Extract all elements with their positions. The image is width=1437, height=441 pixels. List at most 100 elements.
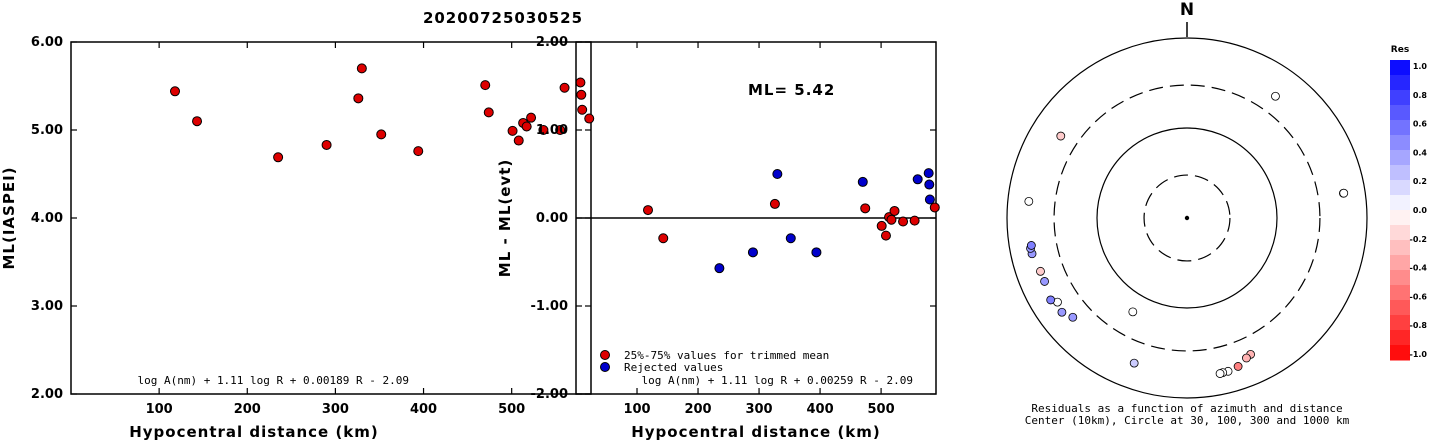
colorbar-block: [1390, 225, 1410, 241]
plot2-ytick-label: 2.00: [536, 35, 568, 50]
ml-value-label: ML= 5.42: [748, 81, 835, 99]
plot2-point: [714, 263, 725, 274]
polar-ring-30km: [1143, 174, 1231, 262]
plot2-xtick-label: 400: [806, 402, 833, 417]
colorbar-block: [1390, 150, 1410, 166]
colorbar-block: [1390, 300, 1410, 316]
plot2-xlabel: Hypocentral distance (km): [631, 423, 881, 441]
plot1-point: [559, 82, 570, 93]
polar-ring-1000km: [1006, 37, 1368, 399]
colorbar-tick-label: -0.2: [1410, 235, 1428, 244]
plot1-point: [538, 125, 549, 135]
colorbar-title: Res: [1391, 45, 1409, 55]
colorbar-block: [1390, 165, 1410, 181]
plot2-point: [658, 233, 669, 244]
plot2-point: [643, 205, 653, 216]
colorbar-tick-label: 0.2: [1413, 177, 1427, 186]
plot1-point: [483, 107, 494, 118]
plot2-xtick-label: 200: [684, 402, 711, 417]
polar-point: [1046, 295, 1056, 305]
residual-colorbar: Res 1.0 0.8 0.6 0.4 0.2 0.0 -0.2 -0.4 -0.6 -0.8 -1…: [1390, 45, 1427, 361]
plot2-point: [889, 205, 900, 216]
legend-label-used: 25%-75% values for trimmed mean: [624, 349, 829, 362]
plot1-formula: log A(nm) + 1.11 log R + 0.00189 R - 2.0…: [137, 374, 409, 387]
polar-point: [1068, 312, 1078, 322]
plot1-point: [576, 89, 587, 100]
plot1-ytick-label: 5.00: [31, 123, 63, 138]
plot2-point: [811, 247, 822, 258]
figure-title: 20200725030525: [423, 9, 583, 27]
plot1-point: [577, 104, 588, 115]
polar-points: [1024, 91, 1349, 378]
residual-azimuth-polar-plot: N Residuals as a function of azimuth and…: [1006, 0, 1368, 427]
colorbar-block: [1390, 210, 1410, 226]
colorbar-tick-label: -0.6: [1410, 292, 1428, 301]
plot2-point: [769, 198, 780, 209]
plot2-point: [880, 230, 891, 241]
plot1-xtick-label: 100: [146, 402, 173, 417]
plot1-ticks: 100 200 300 400 500 2.00 3.00 4.00 5.00 6.00: [31, 35, 591, 417]
polar-point: [1128, 307, 1138, 317]
plot1-ylabel: ML(IASPEI): [0, 166, 18, 269]
plot1-xtick-label: 300: [322, 402, 349, 417]
plot1-xtick-label: 500: [498, 402, 525, 417]
plot2-ytick-label: -2.00: [531, 387, 568, 402]
polar-point: [1339, 188, 1349, 198]
plot2-point: [857, 176, 868, 187]
colorbar-block: [1390, 240, 1410, 256]
ml-vs-distance-plot: 100 200 300 400 500 2.00 3.00 4.00 5.00 6.00 ML(I…: [0, 35, 595, 441]
plot2-xtick-label: 500: [868, 402, 895, 417]
polar-caption-line1: Residuals as a function of azimuth and d…: [1031, 402, 1342, 415]
plot1-point: [192, 116, 203, 127]
colorbar-block: [1390, 105, 1410, 121]
plot1-point: [480, 80, 491, 91]
plot1-ytick-label: 3.00: [31, 299, 63, 314]
plot2-ytick-label: 0.00: [536, 211, 568, 226]
plot2-point: [747, 247, 758, 258]
plot1-point: [521, 121, 532, 132]
plot2-xtick-label: 300: [745, 402, 772, 417]
ml-residual-vs-distance-plot: 100 200 300 400 500 -2.00 -1.00 0.00 1.00 2.00 ML…: [496, 35, 940, 441]
colorbar-block: [1390, 60, 1410, 76]
colorbar-block: [1390, 315, 1410, 331]
colorbar-block: [1390, 90, 1410, 106]
plot1-xtick-label: 200: [234, 402, 261, 417]
polar-center: [1184, 215, 1190, 221]
plot1-xlabel: Hypocentral distance (km): [129, 423, 379, 441]
plot2-point: [876, 220, 887, 231]
plot2-formula: log A(nm) + 1.11 log R + 0.00259 R - 2.0…: [641, 374, 913, 387]
polar-point: [1129, 358, 1139, 368]
colorbar-block: [1390, 270, 1410, 286]
plot2-ytick-label: 1.00: [536, 123, 568, 138]
colorbar-block: [1390, 120, 1410, 136]
colorbar-block: [1390, 135, 1410, 151]
plot1-point: [575, 77, 586, 88]
polar-point: [1271, 91, 1280, 101]
plot2-points: [643, 168, 940, 274]
plot1-ytick-label: 6.00: [31, 35, 63, 50]
plot1-points: [170, 63, 595, 163]
plot1-point: [170, 86, 180, 97]
plot2-ytick-label: -1.00: [531, 299, 568, 314]
polar-point: [1056, 131, 1066, 141]
colorbar-tick-label: 0.8: [1413, 91, 1428, 100]
colorbar-tick-label: 0.0: [1413, 206, 1428, 215]
colorbar-tick-label: 0.4: [1413, 148, 1428, 157]
colorbar-block: [1390, 255, 1410, 271]
legend-label-rejected: Rejected values: [624, 361, 723, 374]
plot1-point: [507, 125, 518, 136]
plot2-point: [929, 202, 940, 213]
plot1-point: [584, 113, 595, 124]
plot2-point: [898, 216, 909, 227]
plot1-point: [513, 135, 524, 146]
colorbar-block: [1390, 75, 1410, 91]
plot1-point: [555, 125, 566, 135]
plot2-point: [912, 174, 923, 185]
plot2-point: [772, 169, 783, 179]
plot2-point: [923, 168, 934, 179]
colorbar-tick-label: 0.6: [1413, 120, 1428, 129]
plot1-point: [273, 152, 284, 163]
polar-point: [1242, 353, 1251, 363]
plot2-xtick-label: 100: [623, 402, 650, 417]
